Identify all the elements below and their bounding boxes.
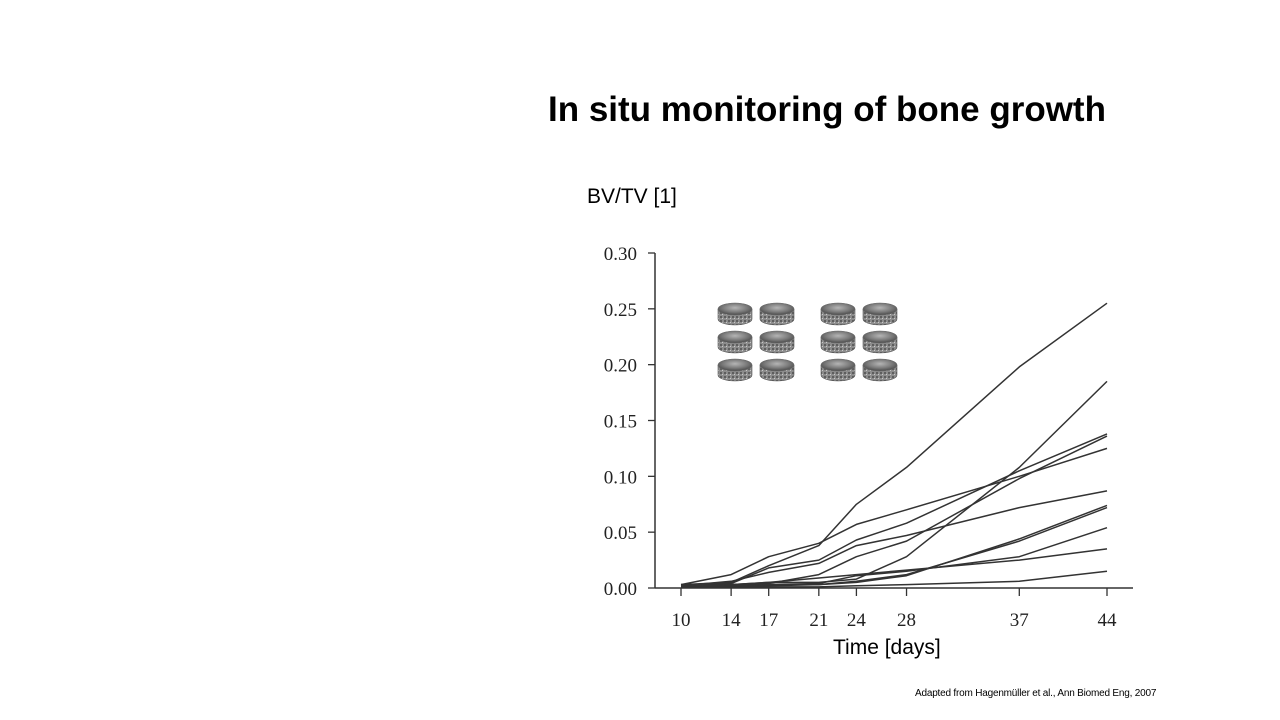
x-axis-title: Time [days] bbox=[833, 636, 941, 659]
series-line-3 bbox=[680, 447, 1108, 586]
series-line-4 bbox=[680, 380, 1108, 587]
scaffold-top bbox=[759, 302, 795, 316]
scaffold-icon-grid bbox=[717, 302, 898, 382]
bone-scaffold-icon bbox=[717, 302, 753, 326]
scaffold-top bbox=[862, 358, 898, 372]
scaffold-top bbox=[820, 358, 856, 372]
x-tick-label: 44 bbox=[1098, 610, 1118, 631]
scaffold-top bbox=[717, 302, 753, 316]
bone-scaffold-icon bbox=[820, 358, 856, 382]
scaffold-top bbox=[862, 302, 898, 316]
bone-scaffold-icon bbox=[717, 358, 753, 382]
bone-scaffold-icon bbox=[759, 302, 795, 326]
chart-axes: 0.00 0.05 0.10 0.15 0.20 0.25 0.30 10 14 17 21 24 28… bbox=[604, 244, 1133, 631]
bone-scaffold-icon bbox=[759, 330, 795, 354]
scaffold-top bbox=[717, 330, 753, 344]
y-tick-label: 0.00 bbox=[604, 579, 637, 600]
y-tick-label: 0.30 bbox=[604, 244, 637, 265]
x-tick-label: 21 bbox=[809, 610, 828, 631]
scaffold-top bbox=[862, 330, 898, 344]
scaffold-top bbox=[759, 330, 795, 344]
x-tick-label: 24 bbox=[847, 610, 867, 631]
scaffold-top bbox=[820, 330, 856, 344]
x-tick-label: 17 bbox=[759, 610, 778, 631]
scaffold-top bbox=[717, 358, 753, 372]
bone-scaffold-icon bbox=[717, 330, 753, 354]
series-line-2 bbox=[680, 433, 1108, 586]
y-tick-label: 0.10 bbox=[604, 467, 637, 488]
bone-scaffold-icon bbox=[759, 358, 795, 382]
x-tick-label: 37 bbox=[1010, 610, 1029, 631]
y-tick-label: 0.20 bbox=[604, 356, 637, 377]
series-line-5 bbox=[680, 490, 1108, 587]
y-tick-label: 0.25 bbox=[604, 300, 637, 321]
scaffold-top bbox=[759, 358, 795, 372]
bone-scaffold-icon bbox=[862, 330, 898, 354]
bone-scaffold-icon bbox=[820, 330, 856, 354]
y-axis-title: BV/TV [1] bbox=[587, 185, 677, 208]
x-tick-label: 14 bbox=[722, 610, 742, 631]
y-tick-label: 0.15 bbox=[604, 412, 637, 433]
slide-title: In situ monitoring of bone growth bbox=[548, 90, 1106, 129]
series-line-6 bbox=[680, 435, 1108, 587]
chart-series bbox=[680, 302, 1108, 588]
series-line-11 bbox=[681, 570, 1108, 588]
scaffold-top bbox=[820, 302, 856, 316]
citation: Adapted from Hagenmüller et al., Ann Bio… bbox=[915, 688, 1157, 699]
x-tick-label: 28 bbox=[897, 610, 916, 631]
series-line-10 bbox=[680, 548, 1108, 588]
series-line-8 bbox=[680, 506, 1108, 588]
bone-scaffold-icon bbox=[862, 302, 898, 326]
bone-scaffold-icon bbox=[862, 358, 898, 382]
bone-scaffold-icon bbox=[820, 302, 856, 326]
y-tick-label: 0.05 bbox=[604, 523, 637, 544]
series-line-9 bbox=[680, 504, 1108, 588]
x-tick-label: 10 bbox=[672, 610, 691, 631]
